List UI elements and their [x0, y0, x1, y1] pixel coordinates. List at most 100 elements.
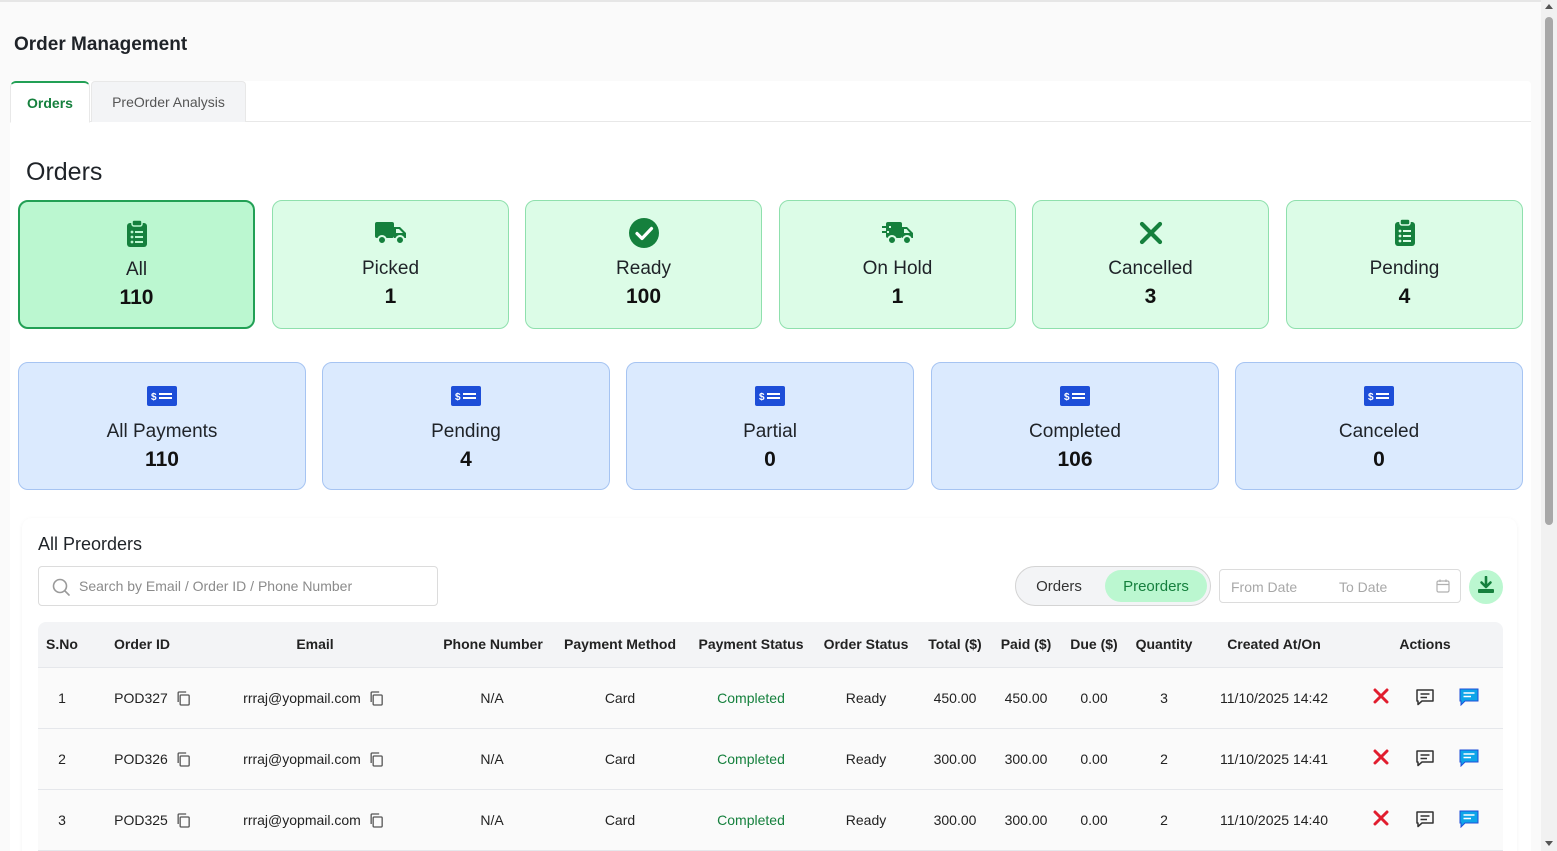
cell-sno: 2	[58, 751, 66, 767]
comment-icon[interactable]	[1415, 688, 1435, 711]
card-count: 1	[891, 285, 904, 308]
cell-payment-status: Completed	[717, 690, 785, 706]
truck-fast-icon	[881, 218, 914, 248]
card-cancelled[interactable]: Cancelled 3	[1032, 200, 1269, 329]
cell-sno: 3	[58, 812, 66, 828]
download-icon	[1477, 575, 1495, 599]
toggle-orders[interactable]: Orders	[1036, 577, 1082, 595]
money-check-icon: $	[755, 381, 785, 411]
chat-icon[interactable]	[1459, 810, 1479, 833]
card-payment-completed[interactable]: $ Completed 106	[931, 362, 1219, 490]
money-check-icon: $	[1364, 381, 1394, 411]
order-id-text: POD325	[114, 812, 168, 828]
order-id-text: POD327	[114, 690, 168, 706]
card-count: 0	[764, 448, 776, 471]
chat-icon[interactable]	[1459, 749, 1479, 772]
copy-icon[interactable]	[369, 751, 383, 767]
comment-icon[interactable]	[1415, 749, 1435, 772]
card-count: 110	[119, 286, 154, 309]
scrollbar-thumb[interactable]	[1545, 17, 1553, 525]
card-label: Ready	[616, 258, 671, 279]
cell-paid: 300.00	[1004, 812, 1048, 828]
cell-due: 0.00	[1080, 690, 1108, 706]
cell-created: 11/10/2025 14:41	[1220, 751, 1328, 767]
card-payment-pending[interactable]: $ Pending 4	[322, 362, 610, 490]
card-on-hold[interactable]: On Hold 1	[779, 200, 1016, 329]
card-label: All	[125, 259, 148, 280]
cell-created: 11/10/2025 14:42	[1220, 690, 1328, 706]
cell-payment-status: Completed	[717, 812, 785, 828]
main-panel: Orders PreOrder Analysis Orders All 110 …	[10, 81, 1531, 851]
page-scrollbar[interactable]	[1541, 0, 1557, 851]
copy-icon[interactable]	[369, 812, 383, 828]
card-pending[interactable]: Pending 4	[1286, 200, 1523, 329]
col-sno: S.No	[46, 636, 78, 652]
cell-phone: N/A	[480, 690, 504, 706]
check-circle-icon	[628, 218, 659, 248]
card-payment-canceled[interactable]: $ Canceled 0	[1235, 362, 1523, 490]
copy-icon[interactable]	[176, 812, 190, 828]
to-date-input[interactable]: To Date	[1339, 579, 1388, 595]
card-label: Pending	[1369, 258, 1440, 279]
copy-icon[interactable]	[176, 690, 190, 706]
cell-sno: 1	[58, 690, 66, 706]
card-picked[interactable]: Picked 1	[272, 200, 509, 329]
card-count: 4	[460, 448, 472, 471]
col-order-id: Order ID	[113, 636, 171, 652]
card-payment-partial[interactable]: $ Partial 0	[626, 362, 914, 490]
cell-order-status: Ready	[845, 812, 887, 828]
col-created: Created At/On	[1227, 636, 1321, 652]
tab-bar: Orders PreOrder Analysis	[10, 81, 1531, 123]
svg-text:$: $	[455, 392, 461, 403]
card-label: Completed	[1029, 421, 1121, 442]
money-check-icon: $	[147, 381, 177, 411]
toggle-preorders[interactable]: Preorders	[1105, 570, 1207, 602]
col-payment-method: Payment Method	[563, 636, 677, 652]
truck-icon	[374, 218, 407, 248]
list-title: All Preorders	[38, 534, 143, 554]
cell-due: 0.00	[1080, 812, 1108, 828]
tab-preorder-analysis[interactable]: PreOrder Analysis	[91, 81, 246, 122]
copy-icon[interactable]	[176, 751, 190, 767]
cell-payment-status: Completed	[717, 751, 785, 767]
svg-text:$: $	[151, 392, 157, 403]
cell-paid: 300.00	[1004, 751, 1048, 767]
card-count: 100	[625, 285, 662, 308]
scroll-up-arrow[interactable]	[1545, 4, 1553, 9]
search-box	[38, 566, 438, 606]
date-range-picker[interactable]: From Date To Date	[1219, 569, 1461, 603]
comment-icon[interactable]	[1415, 810, 1435, 833]
copy-icon[interactable]	[369, 690, 383, 706]
money-check-icon: $	[451, 381, 481, 411]
tab-orders[interactable]: Orders	[10, 81, 90, 123]
cell-payment-method: Card	[604, 812, 636, 828]
cell-order-id: POD326	[114, 751, 190, 767]
page-title: Order Management	[14, 34, 188, 55]
preorders-list: All Preorders Orders Preorders From Date…	[22, 518, 1517, 851]
cell-quantity: 2	[1160, 751, 1168, 767]
from-date-input[interactable]: From Date	[1231, 579, 1298, 595]
card-ready[interactable]: Ready 100	[525, 200, 762, 329]
card-all-payments[interactable]: $ All Payments 110	[18, 362, 306, 490]
search-input[interactable]	[79, 567, 429, 605]
card-count: 3	[1144, 285, 1157, 308]
cancel-order-icon[interactable]	[1373, 810, 1389, 831]
cancel-order-icon[interactable]	[1373, 688, 1389, 709]
col-quantity: Quantity	[1135, 636, 1193, 652]
card-label: On Hold	[862, 258, 933, 279]
card-label: Pending	[431, 421, 501, 442]
table-header: S.No Order ID Email Phone Number Payment…	[38, 622, 1503, 668]
card-all-orders[interactable]: All 110	[18, 200, 255, 329]
cell-email: rrraj@yopmail.com	[243, 812, 383, 828]
card-count: 106	[1057, 448, 1093, 471]
order-id-text: POD326	[114, 751, 168, 767]
cell-total: 450.00	[933, 690, 977, 706]
cell-phone: N/A	[480, 751, 504, 767]
chat-icon[interactable]	[1459, 688, 1479, 711]
preorders-table: S.No Order ID Email Phone Number Payment…	[38, 622, 1503, 851]
scroll-down-arrow[interactable]	[1545, 841, 1553, 846]
download-button[interactable]	[1469, 570, 1503, 604]
email-text: rrraj@yopmail.com	[243, 690, 361, 706]
cancel-order-icon[interactable]	[1373, 749, 1389, 770]
calendar-icon[interactable]	[1436, 579, 1450, 596]
